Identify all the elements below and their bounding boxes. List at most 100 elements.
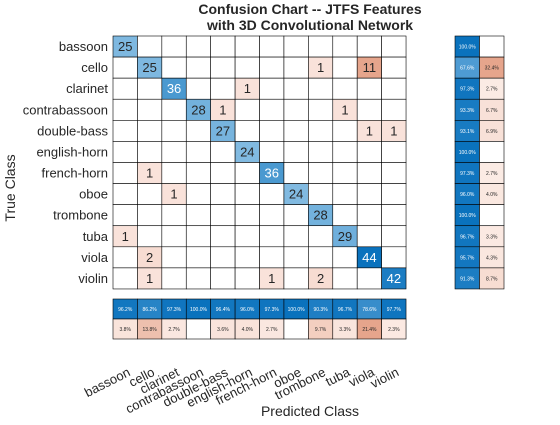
matrix-cell <box>259 225 285 248</box>
matrix-cell <box>137 183 163 205</box>
matrix-cell <box>185 162 211 184</box>
row-summary-incorrect-value: 3.3% <box>486 234 498 240</box>
matrix-cell <box>356 267 382 290</box>
matrix-cell <box>356 162 382 184</box>
matrix-cell <box>161 98 187 121</box>
matrix-cell <box>234 98 260 121</box>
matrix-cell <box>112 98 138 121</box>
cell-value: 25 <box>118 39 132 54</box>
matrix-cell <box>234 204 260 227</box>
matrix-cell <box>308 120 334 142</box>
matrix-cell <box>381 267 407 290</box>
matrix-cell <box>381 35 407 58</box>
column-summary-correct-value: 96.0% <box>240 307 255 313</box>
matrix-cell <box>381 77 407 100</box>
matrix-cell <box>234 56 260 79</box>
matrix-cell <box>210 204 236 227</box>
column-summary-correct-value: 90.3% <box>313 307 328 313</box>
column-summary-incorrect-value: 13.8% <box>143 327 158 333</box>
matrix-cell <box>185 141 211 163</box>
x-tick-label: bassoon <box>82 364 133 400</box>
row-summary-incorrect-cell <box>479 267 505 290</box>
y-tick-label: trombone <box>53 208 108 223</box>
matrix-cell <box>308 77 334 100</box>
row-summary-correct-value: 97.3% <box>460 87 475 93</box>
row-summary-incorrect-cell <box>479 141 505 163</box>
y-tick-label: double-bass <box>37 123 108 138</box>
matrix-cell <box>259 35 285 58</box>
matrix-cell <box>234 225 260 248</box>
column-summary-incorrect-cell <box>283 318 309 340</box>
matrix-cell <box>356 98 382 121</box>
matrix-cell <box>137 77 163 100</box>
matrix-cell <box>283 225 309 248</box>
matrix-cell <box>137 98 163 121</box>
y-tick-label: bassoon <box>59 39 108 54</box>
matrix-cell <box>259 56 285 79</box>
cell-value: 1 <box>341 102 348 117</box>
matrix-cell <box>185 77 211 100</box>
matrix-cell <box>356 204 382 227</box>
matrix-cell <box>332 35 358 58</box>
matrix-cell <box>210 183 236 205</box>
cell-value: 27 <box>216 123 230 138</box>
matrix-cell <box>112 56 138 79</box>
cell-value: 1 <box>317 60 324 75</box>
y-axis-label: True Class <box>2 154 18 221</box>
column-summary-correct-value: 78.6% <box>362 307 377 313</box>
matrix-cell <box>161 204 187 227</box>
cell-value: 1 <box>366 123 373 138</box>
matrix-cell <box>210 162 236 184</box>
matrix-cell <box>185 183 211 205</box>
row-summary-incorrect-value: 4.3% <box>486 255 498 261</box>
matrix-cell <box>137 35 163 58</box>
row-summary-incorrect-value: 32.4% <box>485 66 500 72</box>
cell-value: 42 <box>387 271 401 286</box>
matrix-cell <box>210 56 236 79</box>
matrix-cell <box>161 120 187 142</box>
matrix-cell <box>308 98 334 121</box>
matrix-cell <box>308 35 334 58</box>
matrix-cell <box>308 183 334 205</box>
cell-value: 11 <box>363 60 377 75</box>
column-summary-incorrect-value: 21.4% <box>362 327 377 333</box>
matrix-cell <box>112 77 138 100</box>
cell-value: 24 <box>240 144 254 159</box>
y-tick-label: clarinet <box>66 81 108 96</box>
cell-value: 2 <box>317 271 324 286</box>
matrix-cell <box>259 98 285 121</box>
matrix-cell <box>332 141 358 163</box>
cell-value: 1 <box>146 271 153 286</box>
row-summary-correct-value: 96.7% <box>460 234 475 240</box>
matrix-cell <box>332 77 358 100</box>
matrix-cell <box>332 120 358 142</box>
matrix-cell <box>381 204 407 227</box>
column-summary-correct-value: 96.7% <box>338 307 353 313</box>
y-tick-label: contrabassoon <box>23 102 108 117</box>
matrix-cell <box>283 267 309 290</box>
row-summary-incorrect-value: 8.7% <box>486 276 498 282</box>
cell-value: 1 <box>122 229 129 244</box>
matrix-cell <box>332 246 358 269</box>
matrix-cell <box>234 267 260 290</box>
row-summary-incorrect-value: 2.7% <box>486 171 498 177</box>
matrix-cell <box>185 267 211 290</box>
matrix-cell <box>210 246 236 269</box>
matrix-cell <box>234 35 260 58</box>
matrix-cell <box>259 204 285 227</box>
column-summary-incorrect-value: 4.0% <box>242 327 254 333</box>
row-summary-correct-value: 93.1% <box>460 129 475 135</box>
matrix-cell <box>332 204 358 227</box>
cell-value: 1 <box>244 81 251 96</box>
matrix-cell <box>185 246 211 269</box>
matrix-cell <box>381 56 407 79</box>
matrix-cell <box>259 120 285 142</box>
matrix-cell <box>332 56 358 79</box>
matrix-cell <box>259 246 285 269</box>
matrix-cell <box>259 77 285 100</box>
cell-value: 36 <box>264 166 278 181</box>
matrix-cell <box>234 183 260 205</box>
row-summary-correct-value: 100.0% <box>459 213 477 219</box>
cell-value: 1 <box>219 102 226 117</box>
